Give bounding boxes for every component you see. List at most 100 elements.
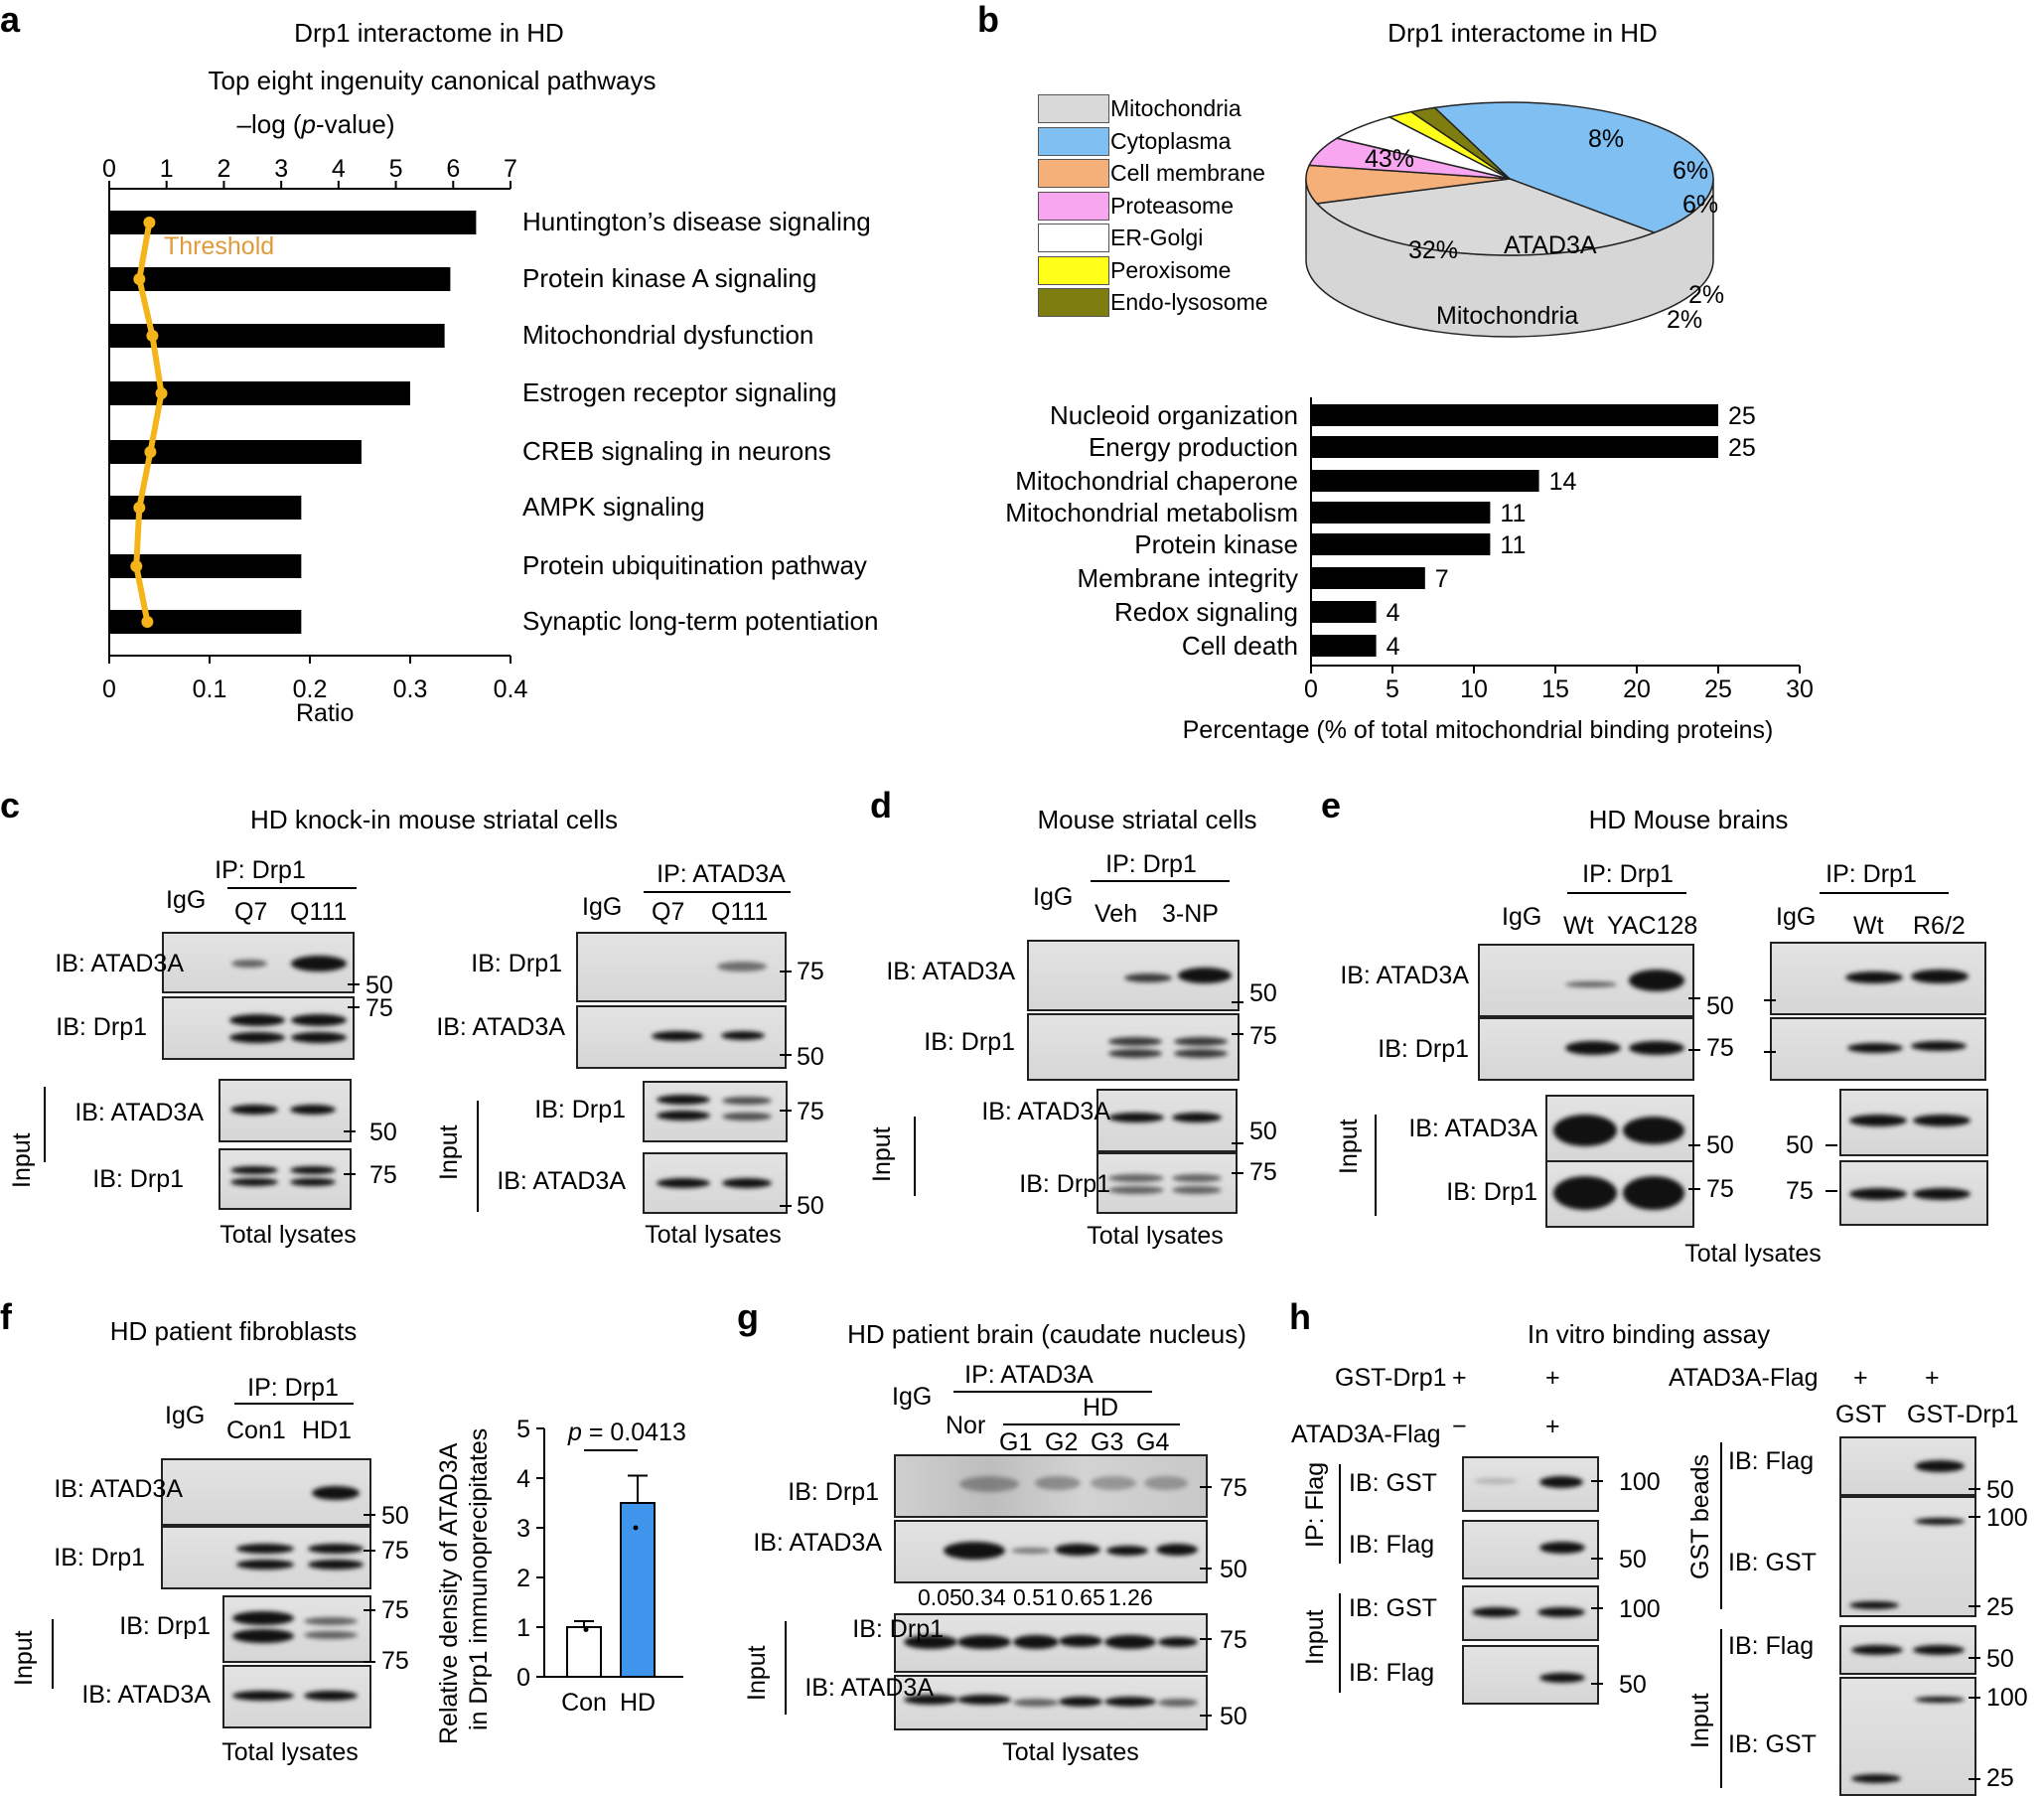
c-left-ib-4: IB: Drp1 [92, 1165, 184, 1193]
legend-label: ER-Golgi [1110, 224, 1204, 250]
e-left-blot-1 [1478, 944, 1694, 1017]
g-blot-4 [894, 1675, 1208, 1730]
c-left-lane-1: Q7 [234, 898, 268, 926]
h-right-blot-3 [1839, 1625, 1976, 1675]
g-lane-label: G3 [1091, 1428, 1124, 1456]
e-right-blot-2 [1770, 1017, 1986, 1081]
h-left-input: Input [1301, 1609, 1329, 1665]
d-ib-2: IB: Drp1 [924, 1028, 1015, 1056]
c-left-blot-2 [162, 996, 355, 1060]
h-left-blot-4 [1462, 1645, 1599, 1705]
h-left-ib-4: IB: Flag [1349, 1659, 1435, 1687]
b-bar-value: 14 [1549, 468, 1577, 496]
b-category-label: Nucleoid organization [1049, 400, 1298, 430]
b-category-label: Redox signaling [1113, 597, 1298, 627]
f-blot-2 [161, 1526, 371, 1589]
h-left-plus-2: + [1545, 1364, 1560, 1392]
h-left-blot-2 [1462, 1520, 1599, 1579]
panel-b-letter: b [977, 0, 999, 40]
c-left-ib-3: IB: ATAD3A [74, 1099, 204, 1126]
h-right-blot-1 [1839, 1436, 1976, 1496]
a-pathway-label: Synaptic long-term potentiation [522, 606, 879, 636]
h-right-mw-4: 50 [1986, 1645, 2014, 1673]
c-right-ib-2: IB: ATAD3A [436, 1013, 565, 1041]
legend-label: Proteasome [1110, 192, 1235, 219]
b-bar-value: 4 [1387, 599, 1400, 627]
panel-a-chart: 0 1 2 3 4 5 6 7 0 0.1 0.2 0.3 0.4 Threshold [102, 155, 527, 703]
d-blot-3 [1096, 1089, 1238, 1152]
f-point [633, 1525, 639, 1531]
e-left-blot-4 [1545, 1160, 1694, 1228]
c-right-input: Input [435, 1124, 463, 1180]
c-right-blot-2 [576, 1005, 787, 1069]
e-right-blot-3 [1839, 1089, 1988, 1156]
h-left-gst-drp1: GST-Drp1 [1335, 1364, 1447, 1392]
h-left-ib-1: IB: GST [1349, 1469, 1437, 1497]
h-left-ip: IP: Flag [1301, 1461, 1329, 1548]
f-point [583, 1627, 589, 1632]
f-mw-1: 50 [381, 1502, 409, 1530]
e-right-blot-4 [1839, 1160, 1988, 1226]
panel-a-top-axis-label: –log (p-value) [236, 109, 395, 139]
b-category-label: Protein kinase [1134, 529, 1298, 559]
d-mw-4: 75 [1249, 1158, 1277, 1186]
c-right-blot-1 [576, 932, 787, 1002]
a-top-tick-label: 7 [504, 155, 517, 183]
f-plot: 0 1 2 3 4 5 Con HD [516, 1416, 683, 1717]
f-blot-4 [222, 1665, 371, 1728]
g-blot-1 [894, 1454, 1208, 1518]
c-right-mw-1: 75 [797, 958, 824, 985]
g-mw-4: 50 [1220, 1703, 1247, 1730]
h-right-mw-1: 50 [1986, 1476, 2014, 1504]
panel-a-ratio-label: Ratio [296, 699, 355, 727]
b-category-label: Mitochondrial metabolism [1005, 498, 1298, 527]
h-left-mw-2: 50 [1619, 1546, 1647, 1573]
f-tick-label: 0 [516, 1664, 530, 1692]
panel-f-letter: f [0, 1296, 12, 1337]
h-left-plus-3: + [1545, 1413, 1560, 1440]
c-right-igg: IgG [582, 893, 623, 921]
g-mw-1: 75 [1220, 1474, 1247, 1502]
g-density-value: 1.26 [1108, 1584, 1153, 1610]
g-blot-3 [894, 1613, 1208, 1673]
a-pathway-label: Protein ubiquitination pathway [522, 550, 867, 580]
c-left-ib-2: IB: Drp1 [56, 1013, 147, 1041]
d-ib-1: IB: ATAD3A [886, 958, 1015, 985]
e-mw-1: 50 [1706, 992, 1734, 1020]
pie-label-cell: 8% [1588, 125, 1625, 153]
h-left-atad3a-flag: ATAD3A-Flag [1291, 1421, 1441, 1448]
h-right-ib-2: IB: GST [1728, 1549, 1817, 1576]
e-ib-4: IB: Drp1 [1446, 1178, 1537, 1206]
f-blot-1 [161, 1458, 371, 1526]
h-right-mw-5: 100 [1986, 1684, 2028, 1712]
b-bar-value: 11 [1500, 500, 1526, 527]
b-category-label: Membrane integrity [1077, 563, 1298, 593]
h-right-input: Input [1686, 1693, 1714, 1748]
d-lane-2: 3-NP [1162, 900, 1219, 928]
h-left-plus-1: + [1452, 1364, 1467, 1392]
panel-d-title: Mouse striatal cells [1037, 805, 1257, 834]
c-left-blot-1 [162, 932, 355, 993]
b-bar [1311, 567, 1425, 589]
h-right-mw-3: 25 [1986, 1593, 2014, 1621]
panel-c-title: HD knock-in mouse striatal cells [250, 805, 618, 834]
panel-e-title: HD Mouse brains [1588, 805, 1789, 834]
e-mw-3: 50 [1706, 1131, 1734, 1159]
f-tick-label: 1 [516, 1614, 530, 1642]
legend-label: Mitochondria [1110, 95, 1241, 121]
c-right-ip: IP: ATAD3A [657, 860, 786, 888]
h-right-ib-3: IB: Flag [1728, 1632, 1815, 1660]
f-mw-3: 75 [381, 1596, 409, 1624]
f-plot-pvalue: p = 0.0413 [568, 1419, 686, 1446]
e-left-blot-2 [1478, 1017, 1694, 1081]
c-left-total: Total lysates [219, 1221, 357, 1249]
e-input: Input [1335, 1119, 1363, 1174]
f-tick-label: 5 [516, 1416, 530, 1443]
a-top-tick-label: 5 [389, 155, 403, 183]
b-category-label: Cell death [1181, 631, 1298, 661]
c-right-ib-4: IB: ATAD3A [497, 1167, 626, 1195]
g-density-value: 0.05 [918, 1584, 962, 1610]
c-left-lane-2: Q111 [290, 898, 348, 926]
pie-label-prot: 6% [1673, 157, 1709, 185]
pie-label-endo: 2% [1667, 306, 1703, 334]
